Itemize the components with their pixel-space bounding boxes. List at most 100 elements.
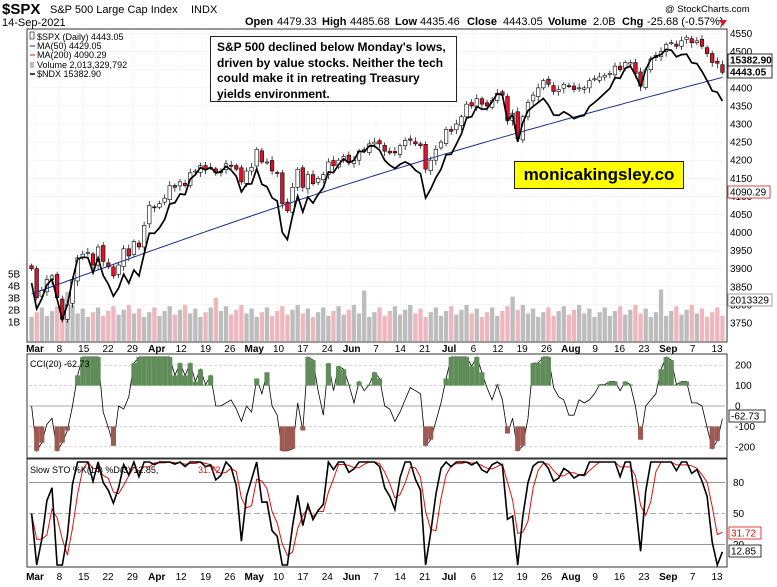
volume-bar (576, 305, 582, 341)
volume-bar (377, 307, 382, 341)
candle-body (602, 74, 607, 78)
ma200-marker: 4090.29 (730, 188, 767, 199)
volume-bar (658, 289, 664, 341)
candle-body (669, 42, 674, 44)
volume-bar (275, 311, 280, 341)
price-markers: 15382.90 4443.05 4090.29 2013329 -62.73 … (727, 53, 773, 558)
candle-body (131, 241, 137, 255)
volume-bar (449, 306, 454, 341)
chg-label: Chg (622, 16, 643, 28)
volume-bar (167, 306, 172, 341)
candle-body (34, 268, 39, 298)
watermark: @ StockCharts.com (665, 4, 750, 15)
candle-body (710, 53, 715, 63)
volume-marker: 2013329 (730, 296, 769, 307)
price-tick-label: 4050 (730, 210, 753, 221)
open-value: 4479.33 (277, 16, 317, 28)
date-label: Sep (659, 344, 677, 355)
price-legend: $SPX (Daily) 4443.05 MA(50) 4429.05 MA(2… (29, 31, 127, 79)
volume-bar (454, 314, 459, 341)
candle-body (316, 177, 321, 183)
volume-bar (157, 315, 162, 341)
price-tick-label: 4150 (730, 174, 753, 185)
legend-volume: Volume 2,013,329,792 (37, 60, 127, 70)
candle-body (172, 185, 177, 188)
candle-body (418, 143, 423, 147)
candle-body (428, 159, 433, 171)
volume-bar (428, 312, 433, 341)
candle-body (413, 141, 418, 145)
volume-bar (648, 317, 653, 341)
volume-bar (239, 305, 244, 341)
price-tick-label: 4000 (730, 228, 753, 239)
volume-bar (90, 312, 96, 341)
volume-bar (162, 311, 167, 341)
price-tick-label: 3950 (730, 246, 753, 257)
candle-body (479, 98, 485, 105)
candle-body (90, 253, 96, 266)
volume-bar (136, 308, 142, 341)
volume-bar (198, 317, 203, 341)
sto-k-marker: 12.85 (731, 547, 756, 558)
brand-label: monicakingsley.co (514, 161, 684, 189)
candle-body (628, 62, 633, 65)
chart-symbol: $SPX (2, 1, 40, 18)
sto-panel (26, 458, 728, 568)
volume-bar (684, 309, 689, 341)
candle-body (715, 60, 720, 64)
ma200-marker-box (727, 185, 771, 199)
chg-value: -25.68 (-0.57%) (647, 16, 723, 28)
date-label: 12 (176, 572, 188, 583)
volume-bar (280, 306, 285, 341)
price-tick-label: 4350 (730, 101, 753, 112)
volume-bar (571, 309, 577, 341)
volume-bar (305, 308, 311, 341)
volume-bar (402, 309, 408, 341)
candle-body (720, 64, 725, 73)
volume-bar (520, 305, 526, 341)
volume-bar (592, 317, 597, 341)
date-label: 29 (127, 572, 139, 583)
volume-tick-label: 2B (8, 306, 21, 317)
candle-body (259, 150, 264, 163)
candle-body (101, 245, 106, 262)
candle-body (29, 265, 34, 269)
volume-bar (566, 314, 572, 341)
volume-bar (397, 314, 403, 341)
date-label: 26 (224, 572, 236, 583)
volume-bar (182, 305, 188, 341)
index-name: S&P 500 Large Cap Index (50, 4, 178, 16)
cci-tick-label: 200 (735, 361, 752, 372)
date-label: Jul (442, 572, 457, 583)
candle-body (551, 85, 556, 92)
volume-bar (295, 305, 300, 341)
volume-bar (141, 317, 147, 341)
date-label: 24 (322, 572, 334, 583)
sto-tick-label: 50 (733, 509, 745, 520)
date-label: Aug (561, 344, 580, 355)
cci-tick-label: -100 (735, 422, 755, 433)
candle-body (464, 103, 469, 118)
candle-body (111, 266, 116, 277)
candle-body (530, 94, 536, 102)
volume-bar (479, 317, 485, 341)
candle-body (142, 224, 147, 248)
volume-bar (530, 308, 536, 341)
sto-d-marker: 31.72 (731, 529, 756, 540)
volume-bar (70, 305, 75, 341)
candle-body (484, 102, 490, 107)
candle-body (438, 141, 444, 149)
volume-bar (587, 308, 592, 341)
date-label: Aug (561, 572, 580, 583)
volume-bar (34, 312, 39, 341)
candle-body (382, 145, 387, 152)
candle-body (182, 183, 188, 186)
volume-bar (525, 313, 531, 341)
date-label: 16 (614, 344, 626, 355)
date-label: 10 (273, 572, 285, 583)
candle-body (689, 38, 694, 43)
close-marker-box (727, 65, 773, 79)
volume-bar (300, 313, 305, 341)
volume-bar (188, 313, 193, 341)
sto-title-d: 31.72 (198, 465, 221, 475)
